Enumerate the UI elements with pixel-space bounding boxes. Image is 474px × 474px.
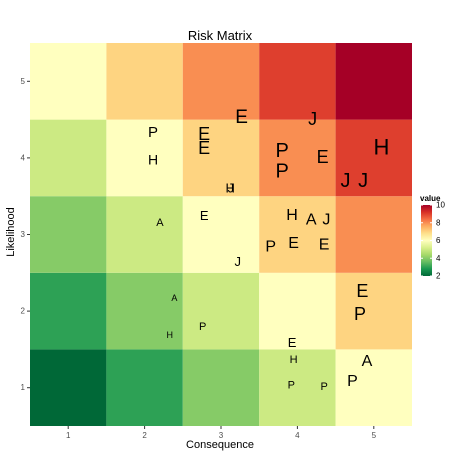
x-tick-label: 5 [372,431,377,440]
point-label: P [320,381,327,393]
point-label: J [358,170,368,192]
point-label: H [286,207,298,224]
point-label: H [167,330,174,340]
point-label: P [275,140,288,162]
heatmap-cell [30,349,107,426]
heatmap-cell [30,43,107,120]
point-label: P [265,238,276,255]
heatmap-cell [335,272,412,350]
heatmap-cell [182,349,260,426]
legend-label: 10 [436,201,445,210]
point-label: E [288,235,299,252]
x-axis-title: Consequence [186,439,254,451]
point-label: J [235,254,242,269]
legend-label: 6 [436,236,441,245]
point-label: H [225,180,234,195]
legend-label: 8 [436,218,441,227]
point-label: A [156,217,164,229]
x-tick-label: 4 [295,431,300,440]
heatmap-cell [106,119,183,197]
point-label: H [373,135,389,160]
legend-title: value [420,194,441,203]
chart-title: Risk Matrix [188,28,253,43]
legend: value 2 4 6 8 10 [420,194,445,281]
heatmap-cell [335,119,412,197]
heatmap-cell [30,119,107,197]
point-label: P [275,161,288,183]
x-tick-label: 3 [219,431,224,440]
legend-label: 4 [436,254,441,263]
point-label: P [354,304,366,324]
y-tick-label: 3 [21,230,26,239]
point-label: A [171,293,177,303]
heatmap-cell [259,196,336,273]
heatmap-cell [259,272,336,350]
heatmap-cell [106,43,183,120]
heatmap-cell [259,349,336,426]
point-label: E [356,281,368,301]
point-label: J [341,170,351,192]
point-label: E [288,335,297,350]
point-label: J [308,109,317,129]
y-axis-title: Likelihood [5,207,17,257]
point-label: E [200,208,209,223]
heatmap-cell [182,43,260,120]
point-label: H [290,354,298,366]
legend-label: 2 [436,272,441,281]
heatmap-cell [259,119,336,197]
point-label: P [347,373,358,390]
y-tick-label: 1 [21,383,26,392]
heatmap-cell [106,349,183,426]
x-axis-ticks: 1 2 3 4 5 [66,426,377,440]
point-label: E [317,147,329,167]
point-label: E [198,124,210,144]
point-label: P [288,379,295,391]
point-label: J [322,211,330,228]
point-label: E [319,237,330,254]
heatmap-cell [30,196,107,273]
heatmap-cell [259,43,336,120]
point-label: P [199,321,206,333]
point-label: H [148,151,158,167]
point-label: J [228,180,235,195]
y-axis-ticks: 1 2 3 4 5 [21,77,30,392]
point-label: A [362,353,373,370]
heatmap-cell [106,272,183,350]
point-label: E [198,138,210,158]
heatmap-cell [335,43,412,120]
heatmap-cell [106,196,183,273]
y-tick-label: 2 [21,307,26,316]
point-label: E [235,107,248,128]
x-tick-label: 1 [66,431,71,440]
heatmap-cell [30,272,107,350]
heatmap-cells [30,43,412,426]
heatmap-cell [182,119,260,197]
point-label: A [306,211,317,228]
y-tick-label: 5 [21,77,26,86]
legend-colorbar [421,205,432,276]
point-label: P [148,124,158,141]
x-tick-label: 2 [142,431,147,440]
heatmap-cell [182,272,260,350]
heatmap-cell [335,349,412,426]
y-tick-label: 4 [21,153,26,162]
heatmap-cell [182,196,260,273]
heatmap-cell [335,196,412,273]
